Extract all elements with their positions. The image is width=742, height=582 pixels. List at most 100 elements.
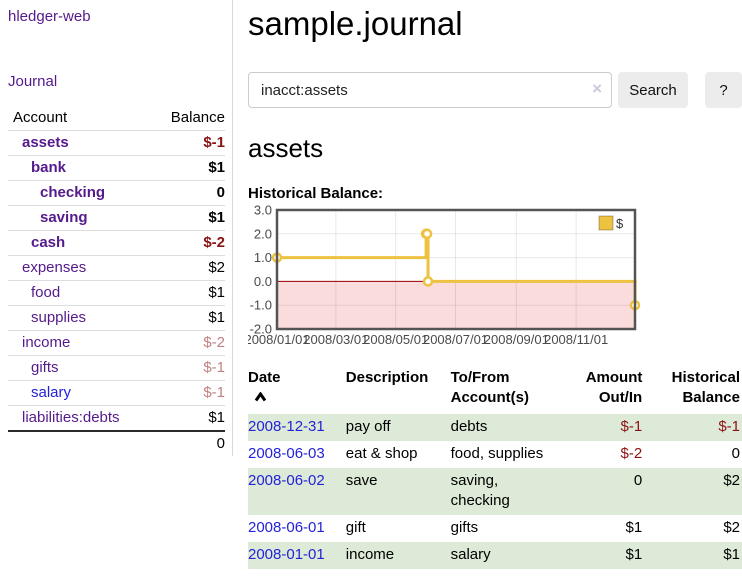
svg-text:2008/07/01: 2008/07/01 bbox=[423, 332, 488, 347]
svg-text:2008/11/01: 2008/11/01 bbox=[544, 332, 608, 347]
account-balance: $1 bbox=[149, 280, 225, 306]
account-link-bank[interactable]: bank bbox=[31, 159, 67, 176]
svg-text:0.0: 0.0 bbox=[254, 274, 272, 289]
transaction-date-link[interactable]: 2008-12-31 bbox=[248, 418, 325, 435]
account-row: saving $1 bbox=[8, 205, 225, 231]
account-link-food[interactable]: food bbox=[31, 284, 61, 301]
transaction-description: pay off bbox=[345, 414, 451, 441]
account-row: liabilities:debts $1 bbox=[8, 405, 225, 431]
transaction-accounts: gifts bbox=[450, 519, 479, 536]
transaction-balance: $1 bbox=[644, 542, 742, 569]
transaction-amount: 0 bbox=[585, 468, 645, 515]
search-input[interactable] bbox=[248, 72, 612, 108]
account-balance: $2 bbox=[149, 255, 225, 281]
account-row: income $-2 bbox=[8, 330, 225, 356]
col-historical-balance: Historical Balance bbox=[671, 369, 740, 406]
account-row: salary $-1 bbox=[8, 380, 225, 406]
account-balance: $1 bbox=[149, 305, 225, 331]
account-link-checking[interactable]: checking bbox=[40, 184, 106, 201]
transaction-accounts: salary bbox=[450, 542, 586, 569]
transaction-balance: $2 bbox=[723, 519, 740, 536]
account-row: supplies $1 bbox=[8, 305, 225, 331]
account-page-title: assets bbox=[248, 133, 324, 163]
transaction-description: gift bbox=[345, 519, 366, 536]
account-link-supplies[interactable]: supplies bbox=[31, 309, 87, 326]
accounts-header-row: Account Balance bbox=[8, 107, 225, 131]
register-table: Date Description To/From Account(s) Amou… bbox=[248, 366, 742, 569]
svg-text:3.0: 3.0 bbox=[254, 203, 272, 218]
col-date-sortable[interactable]: Date bbox=[248, 366, 346, 414]
historical-balance-chart: $ 3.0 2.0 1.0 0.0 -1.0 -2.0 2008/01/01 2008/03/… bbox=[248, 203, 742, 353]
account-link-liabilities-debts[interactable]: liabilities:debts bbox=[22, 409, 120, 426]
search-box: × bbox=[248, 72, 612, 108]
svg-text:-1.0: -1.0 bbox=[250, 298, 272, 313]
account-row: cash $-2 bbox=[8, 230, 225, 256]
account-balance: $1 bbox=[149, 405, 225, 431]
account-row: gifts $-1 bbox=[8, 355, 225, 381]
accounts-total-row: 0 bbox=[8, 430, 225, 456]
search-bar: × Search ? bbox=[248, 72, 742, 108]
svg-text:-2.0: -2.0 bbox=[250, 322, 272, 337]
help-button[interactable]: ? bbox=[705, 72, 742, 108]
transaction-amount: $-2 bbox=[620, 445, 643, 462]
account-row: bank $1 bbox=[8, 155, 225, 181]
accounts-col-account: Account bbox=[13, 109, 68, 126]
transaction-amount: $-1 bbox=[585, 414, 645, 441]
transaction-description: eat & shop bbox=[345, 445, 418, 462]
brand-link[interactable]: hledger-web bbox=[8, 8, 91, 25]
account-link-gifts[interactable]: gifts bbox=[31, 359, 59, 376]
account-row: assets $-1 bbox=[8, 130, 225, 156]
chart-heading: Historical Balance: bbox=[248, 185, 384, 202]
clear-search-icon[interactable]: × bbox=[592, 79, 602, 98]
sort-ascending-icon bbox=[254, 388, 344, 408]
svg-text:2.0: 2.0 bbox=[254, 226, 272, 241]
account-balance: $-1 bbox=[149, 380, 225, 406]
account-balance: $-2 bbox=[149, 230, 225, 256]
svg-text:2008/03/01: 2008/03/01 bbox=[303, 332, 368, 347]
register-row: 2008-06-01 gift gifts $1 $2 bbox=[248, 515, 742, 542]
col-description: Description bbox=[345, 369, 429, 386]
register-row: 2008-06-03 eat & shop food, supplies $-2… bbox=[248, 441, 742, 468]
legend-label: $ bbox=[616, 216, 624, 231]
account-balance: 0 bbox=[149, 180, 225, 206]
account-link-cash[interactable]: cash bbox=[31, 234, 66, 251]
transaction-amount: $1 bbox=[625, 519, 643, 536]
account-link-assets[interactable]: assets bbox=[22, 134, 69, 151]
sidebar-item-journal[interactable]: Journal bbox=[8, 73, 58, 90]
transaction-balance: $-1 bbox=[644, 414, 742, 441]
register-row: 2008-12-31 pay off debts $-1 $-1 bbox=[248, 414, 742, 441]
transaction-date-link[interactable]: 2008-06-02 bbox=[248, 472, 325, 489]
transaction-balance: 0 bbox=[731, 445, 740, 462]
account-row: expenses $2 bbox=[8, 255, 225, 281]
accounts-total: 0 bbox=[149, 430, 225, 456]
transaction-balance: $2 bbox=[644, 468, 742, 515]
transaction-accounts: debts bbox=[450, 414, 586, 441]
transaction-date-link[interactable]: 2008-06-01 bbox=[248, 519, 325, 536]
register-row: 2008-06-02 save saving, checking 0 $2 bbox=[248, 468, 742, 515]
account-link-income[interactable]: income bbox=[22, 334, 71, 351]
account-link-saving[interactable]: saving bbox=[40, 209, 88, 226]
account-balance: $1 bbox=[149, 155, 225, 181]
account-link-expenses[interactable]: expenses bbox=[22, 259, 87, 276]
transaction-date-link[interactable]: 2008-01-01 bbox=[248, 546, 325, 563]
svg-text:2008/09/01: 2008/09/01 bbox=[484, 332, 549, 347]
transaction-date-link[interactable]: 2008-06-03 bbox=[248, 445, 325, 462]
sidebar: hledger-web Journal Account Balance asse… bbox=[0, 0, 233, 456]
account-balance: $-1 bbox=[149, 130, 225, 156]
account-balance: $-2 bbox=[149, 330, 225, 356]
col-date-label: Date bbox=[248, 369, 281, 386]
col-amount-outin: Amount Out/In bbox=[585, 369, 643, 406]
transaction-description: save bbox=[345, 468, 451, 515]
account-row: checking 0 bbox=[8, 180, 225, 206]
account-balance: $1 bbox=[149, 205, 225, 231]
transaction-description: income bbox=[345, 542, 451, 569]
account-balance: $-1 bbox=[149, 355, 225, 381]
account-link-salary[interactable]: salary bbox=[31, 384, 72, 401]
chart-canvas: $ 3.0 2.0 1.0 0.0 -1.0 -2.02008/01/012008/03/… bbox=[248, 203, 641, 347]
svg-text:1.0: 1.0 bbox=[254, 250, 272, 265]
transaction-accounts: food, supplies bbox=[450, 445, 544, 462]
main-content: sample.journal × Search ? assets Histori… bbox=[233, 0, 742, 582]
svg-text:2008/05/01: 2008/05/01 bbox=[363, 332, 428, 347]
search-button[interactable]: Search bbox=[618, 72, 688, 108]
